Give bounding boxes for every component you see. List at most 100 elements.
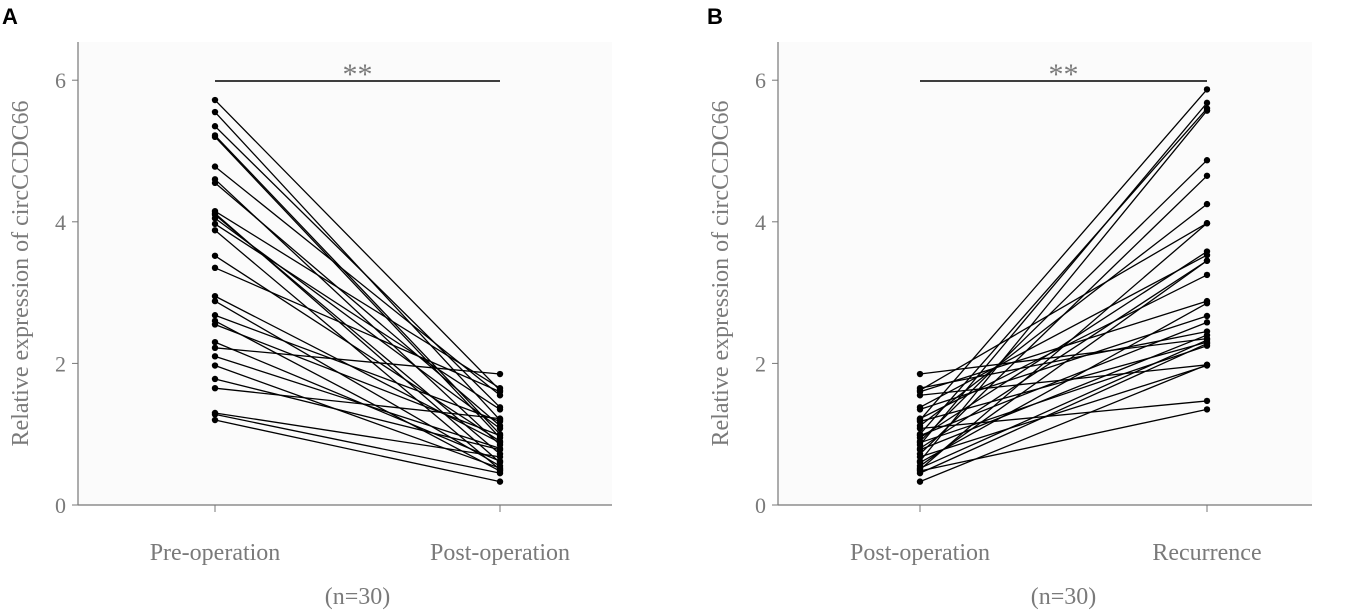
data-point <box>916 469 924 477</box>
pair-line <box>214 182 501 427</box>
pair-line <box>919 222 1208 471</box>
pair-line <box>919 408 1208 472</box>
pair-line <box>214 136 501 439</box>
pair-line <box>919 254 1208 408</box>
pair-line <box>214 320 501 472</box>
data-point <box>211 344 219 352</box>
pair-line <box>214 295 501 444</box>
data-point <box>211 264 219 272</box>
plot-area <box>778 42 1312 505</box>
data-point <box>496 415 504 422</box>
y-tick-label: 0 <box>755 493 766 518</box>
data-point <box>496 439 504 446</box>
data-point <box>1203 361 1211 369</box>
data-point <box>1203 99 1211 107</box>
pair-line <box>214 341 501 462</box>
pair-line <box>214 217 501 430</box>
data-point <box>1203 300 1211 307</box>
pair-line <box>919 400 1208 430</box>
data-point <box>1203 340 1211 347</box>
data-point <box>211 411 219 418</box>
data-point <box>211 353 219 360</box>
data-point <box>1203 331 1211 339</box>
data-point <box>1203 86 1211 93</box>
data-point <box>1203 172 1211 179</box>
data-point <box>496 388 504 395</box>
y-tick-label: 6 <box>55 68 66 93</box>
data-point <box>1203 107 1211 114</box>
pair-line <box>919 334 1208 451</box>
pair-line <box>214 323 501 437</box>
pair-line <box>919 108 1208 435</box>
y-tick-label: 4 <box>755 210 766 235</box>
significance-label: ** <box>343 58 373 91</box>
data-point <box>1203 319 1211 326</box>
pair-line <box>214 99 501 391</box>
data-point <box>211 292 219 300</box>
pair-line <box>214 210 501 389</box>
data-point <box>211 416 219 424</box>
data-point <box>211 108 219 116</box>
data-point <box>916 478 924 485</box>
pair-line <box>214 267 501 393</box>
pair-line <box>919 250 1208 439</box>
data-point <box>211 96 219 104</box>
pair-line <box>214 412 501 458</box>
pair-line <box>919 337 1208 375</box>
data-point <box>211 215 219 222</box>
data-point <box>496 432 504 439</box>
data-point <box>1203 220 1211 227</box>
sample-size-note: (n=30) <box>325 584 391 610</box>
data-point <box>916 406 924 413</box>
y-tick-label: 0 <box>55 493 66 518</box>
pair-line <box>214 419 501 483</box>
data-point <box>211 384 219 392</box>
pair-line <box>214 229 501 471</box>
significance-label: ** <box>1049 58 1079 91</box>
pair-line <box>214 166 501 396</box>
data-point <box>211 321 219 328</box>
pair-line <box>919 222 1208 391</box>
data-point <box>496 478 504 485</box>
data-point <box>496 469 504 477</box>
x-tick-label: Post-operation <box>430 540 570 566</box>
data-point <box>916 370 924 378</box>
pair-line <box>919 88 1208 421</box>
panel-label: B <box>707 4 723 29</box>
panel-label: A <box>2 4 18 29</box>
pair-line <box>214 364 501 469</box>
data-point <box>1203 157 1211 164</box>
pair-line <box>214 223 501 410</box>
data-point <box>496 406 504 413</box>
data-point <box>1203 406 1211 413</box>
x-tick-label: Post-operation <box>850 540 990 566</box>
data-point <box>1203 312 1211 320</box>
y-tick-label: 6 <box>755 68 766 93</box>
data-point <box>211 123 219 130</box>
pair-line <box>919 260 1208 467</box>
pair-line <box>214 387 501 420</box>
y-tick-label: 4 <box>55 210 66 235</box>
x-tick-label: Recurrence <box>1152 540 1261 566</box>
pair-line <box>214 314 501 423</box>
data-point <box>1203 271 1211 279</box>
data-point <box>211 362 219 369</box>
pair-line <box>919 364 1208 483</box>
data-point <box>211 220 219 228</box>
pair-line <box>214 347 501 375</box>
data-point <box>211 375 219 383</box>
pair-line <box>919 339 1208 469</box>
data-point <box>1203 397 1211 405</box>
pair-line <box>919 159 1208 442</box>
data-point <box>916 392 924 399</box>
pair-line <box>919 302 1208 464</box>
data-point <box>211 338 219 346</box>
data-point <box>211 179 219 187</box>
data-point <box>211 227 219 234</box>
data-point <box>496 446 504 453</box>
pair-line <box>919 110 1208 462</box>
pair-line <box>919 102 1208 446</box>
pair-line <box>214 255 501 442</box>
x-tick-label: Pre-operation <box>150 540 281 566</box>
